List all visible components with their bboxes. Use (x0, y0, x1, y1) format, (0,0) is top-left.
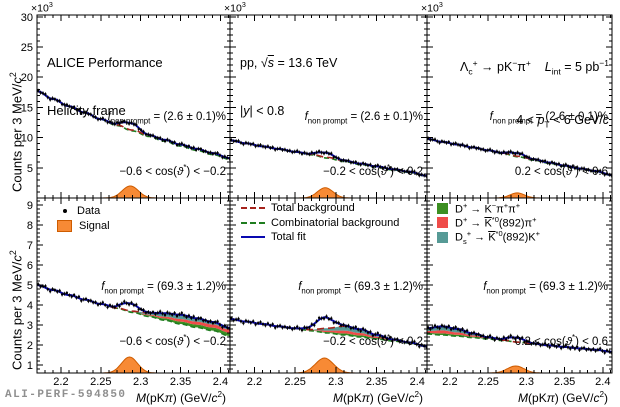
collision-system-label: pp, √s = 13.6 TeV |y| < 0.8 (240, 23, 337, 151)
legend-label-d-kpipi: D+ → K−π+π+ (455, 200, 521, 216)
y-axis-title-bottom-row: Counts per 3 MeV/c2 (8, 250, 25, 370)
costheta-range: −0.2 < cos(ϑ*) < 0.2 (323, 162, 423, 178)
fnonprompt-value: fnon prompt = (69.3 ± 1.2)% (298, 281, 423, 296)
x-axis-title-panel5: M(pKπ) (GeV/c2) (333, 390, 423, 405)
svg-text:2.4: 2.4 (213, 376, 228, 388)
legend-label-data: Data (77, 204, 101, 217)
d-kpipi-swatch (437, 202, 448, 214)
panel2-fit-info: fnon prompt = (2.6 ± 0.1)% −0.2 < cos(ϑ*… (305, 79, 423, 211)
x-axis-title-panel6: M(pKπ) (GeV/c2) (518, 390, 608, 405)
svg-text:2.4: 2.4 (410, 376, 425, 388)
alice-performance-line: ALICE Performance (47, 55, 163, 70)
svg-text:2.4: 2.4 (595, 376, 610, 388)
data-marker-swatch (63, 208, 67, 213)
helicity-frame-line: Helicity frame (47, 103, 126, 118)
svg-text:6: 6 (27, 260, 33, 272)
svg-text:2.2: 2.2 (53, 376, 68, 388)
legend-label-d-kstar-pi: D+ → K*0(892)π+ (455, 215, 537, 231)
pt-range-line: 4 < pT < 6 GeV/c (516, 112, 609, 130)
figure-watermark: ALI-PERF-594850 (5, 389, 127, 401)
svg-text:2.35: 2.35 (366, 376, 387, 388)
legend-item-total-background: Total background (241, 201, 399, 216)
svg-text:7: 7 (27, 240, 33, 252)
svg-text:1: 1 (27, 360, 33, 372)
svg-text:2.25: 2.25 (90, 376, 111, 388)
signal-swatch (57, 220, 72, 233)
x-axis-title-panel4: M(pKπ) (GeV/c2) (136, 390, 226, 405)
y-exponent-panel3: ×103 (421, 1, 443, 15)
y-axis-title-top-row: Counts per 3 MeV/c2 (8, 72, 25, 192)
legend-label-combinatorial-background: Combinatorial background (271, 216, 400, 229)
fnonprompt-value: fnon prompt = (2.6 ± 0.1)% (107, 111, 226, 126)
panel3-fit-info: fnon prompt = (2.6 ± 0.1)% 0.2 < cos(ϑ*)… (490, 79, 608, 211)
fnonprompt-value: fnon prompt = (69.3 ± 1.2)% (483, 281, 608, 296)
svg-text:5: 5 (27, 280, 33, 292)
svg-text:2.2: 2.2 (247, 376, 262, 388)
panel5-fit-info: fnon prompt = (69.3 ± 1.2)% −0.2 < cos(ϑ… (298, 249, 423, 381)
svg-text:2: 2 (27, 340, 33, 352)
svg-text:8: 8 (27, 220, 33, 232)
svg-text:25: 25 (21, 42, 33, 54)
legend-label-signal: Signal (79, 220, 110, 233)
ds-kstar-k-swatch (437, 231, 448, 243)
svg-text:3: 3 (27, 320, 33, 332)
svg-text:30: 30 (21, 12, 33, 24)
alice-performance-label: ALICE Performance Helicity frame (47, 23, 163, 151)
total-fit-swatch (241, 236, 265, 239)
svg-text:2.35: 2.35 (554, 376, 575, 388)
panel1-fit-info: fnon prompt = (2.6 ± 0.1)% −0.6 < cos(ϑ*… (108, 79, 226, 211)
fnonprompt-value: fnon prompt = (2.6 ± 0.1)% (489, 111, 608, 126)
legend-item-signal: Signal (57, 219, 110, 235)
total-background-swatch (241, 207, 265, 210)
legend-item-ds-kstar-k: Ds+ → K*0(892)K+ (437, 228, 540, 246)
legend-fit-components: Total background Combinatorial backgroun… (241, 201, 399, 245)
legend-item-total-fit: Total fit (241, 230, 399, 245)
fnonprompt-value: fnon prompt = (69.3 ± 1.2)% (101, 281, 226, 296)
legend-reflections: D+ → K−π+π+ D+ → K*0(892)π+ Ds+ → K*0(89… (437, 201, 540, 246)
pp-energy-line: pp, √s = 13.6 TeV (240, 56, 338, 70)
svg-text:10: 10 (21, 133, 33, 145)
costheta-range: −0.6 < cos(ϑ*) < −0.2 (119, 332, 226, 348)
costheta-range: 0.2 < cos(ϑ*) < 0.6 (514, 162, 608, 178)
costheta-range: 0.2 < cos(ϑ*) < 0.6 (514, 332, 608, 348)
svg-text:2.3: 2.3 (519, 376, 534, 388)
legend-label-total-background: Total background (271, 202, 355, 215)
svg-text:5: 5 (27, 163, 33, 175)
costheta-range: −0.6 < cos(ϑ*) < −0.2 (119, 162, 226, 178)
d-kstar-pi-swatch (437, 217, 448, 229)
costheta-range: −0.2 < cos(ϑ*) < 0.2 (323, 332, 423, 348)
y-exponent-panel1: ×103 (31, 1, 53, 15)
legend-data-signal: Data Signal (57, 203, 110, 234)
decay-channel-label: Λc+ → pK−π+ Lint = 5 pb−1 4 < pT < 6 GeV… (460, 23, 609, 164)
panel6-fit-info: fnon prompt = (69.3 ± 1.2)% 0.2 < cos(ϑ*… (483, 249, 608, 381)
svg-text:2.25: 2.25 (477, 376, 498, 388)
legend-item-d-kpipi: D+ → K−π+π+ (437, 201, 540, 216)
y-exponent-panel2: ×103 (224, 1, 246, 15)
legend-item-d-kstar-pi: D+ → K*0(892)π+ (437, 215, 540, 231)
combinatorial-background-swatch (241, 221, 265, 224)
fnonprompt-value: fnon prompt = (2.6 ± 0.1)% (304, 111, 423, 126)
svg-text:20: 20 (21, 72, 33, 84)
legend-label-ds-kstar-k: Ds+ → K*0(892)K+ (455, 228, 540, 246)
legend-item-combinatorial-background: Combinatorial background (241, 216, 399, 231)
svg-text:15: 15 (21, 102, 33, 114)
legend-label-total-fit: Total fit (271, 231, 306, 244)
svg-text:2.3: 2.3 (328, 376, 343, 388)
svg-text:2.2: 2.2 (442, 376, 457, 388)
svg-text:2.35: 2.35 (170, 376, 191, 388)
svg-text:4: 4 (27, 300, 33, 312)
svg-text:9: 9 (27, 200, 33, 212)
panel4-fit-info: fnon prompt = (69.3 ± 1.2)% −0.6 < cos(ϑ… (101, 249, 226, 381)
lc-decay-line: Λc+ → pK−π+ Lint = 5 pb−1 (459, 58, 609, 77)
svg-text:2.25: 2.25 (284, 376, 305, 388)
rapidity-line: |y| < 0.8 (240, 104, 285, 118)
legend-item-data: Data (57, 203, 110, 219)
svg-text:2.3: 2.3 (133, 376, 148, 388)
